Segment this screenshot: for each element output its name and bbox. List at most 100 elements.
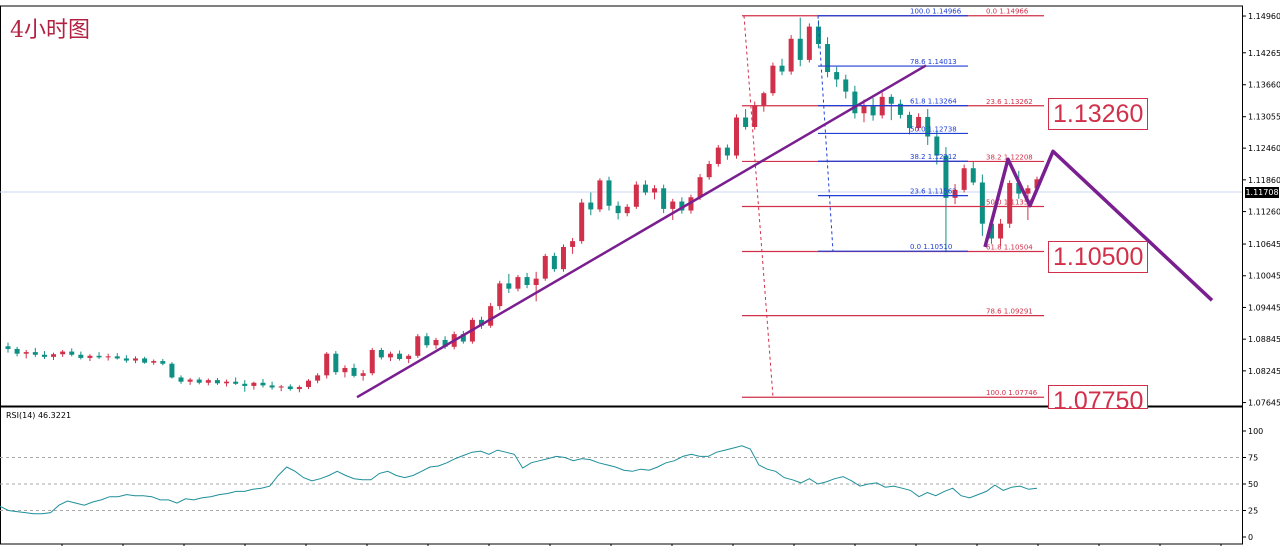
candle-body (424, 336, 430, 346)
candle-body (242, 383, 248, 386)
candle (333, 351, 339, 375)
candle (397, 350, 403, 361)
candle-body (606, 180, 612, 206)
candle-body (269, 385, 275, 388)
y-tick-label: 1.14960 (1248, 12, 1280, 21)
candle (306, 379, 312, 390)
candle (551, 252, 557, 272)
candle-body (132, 358, 138, 361)
candle-body (378, 349, 384, 358)
candle-body (515, 277, 521, 289)
fib-red-level-label: 61.8 1.10504 (986, 243, 1033, 251)
fib-blue-level-label: 50.0 1.12738 (910, 125, 957, 133)
candle (387, 351, 393, 362)
candle-body (51, 354, 57, 357)
candle-body (123, 358, 129, 361)
candle (278, 384, 284, 392)
y-tick-label: 1.12460 (1248, 144, 1280, 153)
candle-body (406, 355, 412, 359)
candle (415, 334, 421, 358)
candle (979, 174, 985, 236)
fib-red-level-label: 0.0 1.14966 (986, 8, 1029, 16)
rsi-label: RSI(14) 46.3221 (6, 411, 72, 420)
chart-title: 4小时图 (10, 18, 90, 43)
rsi-tick-label: 75 (1248, 454, 1258, 463)
candle (724, 144, 730, 160)
y-tick-label: 1.09445 (1248, 303, 1280, 312)
candle-body (897, 103, 903, 115)
fib-red-level-label: 78.6 1.09291 (986, 308, 1033, 316)
candle-body (825, 44, 831, 73)
rsi-tick-label: 25 (1248, 507, 1258, 516)
candle (897, 99, 903, 119)
candle (41, 351, 47, 359)
candle (60, 349, 66, 357)
fib-blue-level-label: 78.6 1.14013 (910, 58, 957, 66)
candle-body (214, 380, 220, 384)
candle-body (324, 353, 330, 376)
candle-body (488, 306, 494, 326)
candle-body (87, 355, 93, 358)
candle (87, 354, 93, 362)
fib-blue-level-label: 61.8 1.13264 (910, 98, 957, 106)
candle (907, 111, 913, 135)
candle (378, 347, 384, 360)
candle (861, 99, 867, 123)
candle (114, 353, 120, 360)
y-tick-label: 1.08845 (1248, 335, 1280, 344)
candle-body (506, 283, 512, 289)
candle-body (588, 202, 594, 210)
candle-body (852, 91, 858, 114)
candle-body (761, 93, 767, 106)
candle (579, 198, 585, 244)
candle-body (369, 349, 375, 374)
candle-body (1025, 188, 1031, 194)
candle (925, 109, 931, 145)
candle (670, 198, 676, 221)
fib-red-level-label: 23.6 1.13262 (986, 98, 1033, 106)
candle (151, 359, 157, 365)
rsi-tick-label: 50 (1248, 480, 1258, 489)
candle-body (1034, 179, 1040, 189)
candle-body (342, 367, 348, 373)
y-tick-label: 1.07645 (1248, 399, 1280, 408)
candle (524, 272, 530, 289)
candle (825, 37, 831, 78)
candle (733, 114, 739, 159)
candle-body (151, 361, 157, 363)
candle-body (233, 381, 239, 384)
candle (652, 185, 658, 200)
candle-body (934, 136, 940, 156)
candle-body (96, 355, 102, 358)
rsi-panel-frame (0, 406, 1243, 545)
y-tick-label: 1.11860 (1248, 176, 1280, 185)
candle (624, 204, 630, 217)
candle (5, 342, 11, 353)
candle (998, 218, 1004, 247)
candle (806, 23, 812, 63)
y-tick-label: 1.13055 (1248, 113, 1280, 122)
candle (570, 237, 576, 254)
candle-body (661, 188, 667, 209)
candle (834, 66, 840, 87)
candle (369, 347, 375, 376)
candle (51, 352, 57, 361)
candle-body (306, 380, 312, 387)
candle-body (998, 223, 1004, 239)
candle (679, 197, 685, 214)
candle (506, 273, 512, 293)
candle (843, 74, 849, 99)
candle (251, 381, 257, 390)
candle (433, 337, 439, 349)
candle (205, 378, 211, 386)
candle-body (315, 375, 321, 381)
candle-body (570, 241, 576, 247)
candle (233, 377, 239, 385)
candle (852, 85, 858, 119)
candle-body (843, 79, 849, 92)
candle-body (907, 114, 913, 129)
candle-body (943, 155, 949, 198)
candle (743, 109, 749, 130)
candle (479, 316, 485, 329)
